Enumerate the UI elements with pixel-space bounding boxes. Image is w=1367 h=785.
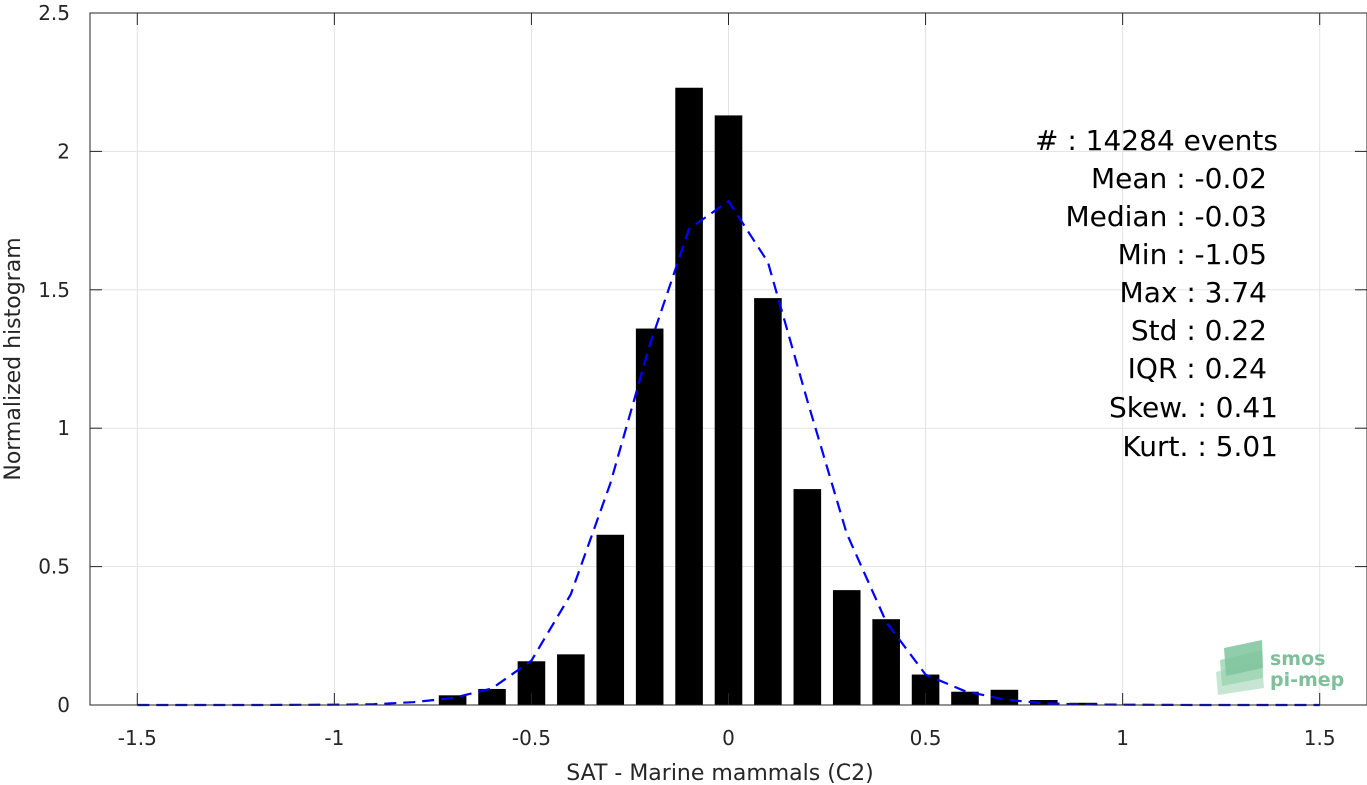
- stat-mean: Mean : -0.02: [1091, 162, 1267, 195]
- histogram-bar: [754, 298, 782, 705]
- histogram-bar: [635, 328, 664, 705]
- histogram-bar: [793, 489, 822, 705]
- stat-kurt: Kurt. : 5.01: [1122, 430, 1278, 463]
- y-tick-label: 2.5: [38, 1, 70, 25]
- histogram-bar: [1069, 702, 1098, 705]
- x-axis-label: SAT - Marine mammals (C2): [566, 761, 874, 785]
- histogram-bar: [872, 619, 900, 705]
- histogram-bar: [832, 590, 861, 705]
- y-tick-label: 1: [57, 416, 70, 440]
- histogram-bar: [675, 87, 703, 705]
- fit-curve: [137, 199, 1320, 707]
- x-tick-label: 1.5: [1304, 726, 1336, 750]
- x-tick-label: -0.5: [512, 726, 551, 750]
- histogram-bar: [557, 654, 585, 705]
- stat-iqr: IQR : 0.24: [1128, 352, 1267, 385]
- x-tick-label: 0.5: [910, 726, 942, 750]
- histogram-bar: [478, 688, 506, 705]
- stat-median: Median : -0.03: [1065, 200, 1267, 233]
- bars: [399, 87, 1137, 705]
- y-tick-label: 0.5: [38, 555, 70, 579]
- histogram-bar: [438, 695, 467, 705]
- histogram-bar: [714, 115, 743, 705]
- histogram-bar: [1030, 700, 1058, 705]
- smos-pi-mep-logo: smos pi-mep: [1216, 640, 1344, 695]
- stat-events: # : 14284 events: [1035, 124, 1278, 157]
- normal-fit-curve: [137, 199, 1320, 707]
- stat-skew: Skew. : 0.41: [1109, 391, 1278, 424]
- logo-text-smos: smos: [1270, 648, 1325, 670]
- y-axis-label: Normalized histogram: [1, 237, 26, 480]
- y-tick-labels: 0 0.5 1 1.5 2 2.5: [38, 1, 70, 717]
- y-tick-label: 0: [57, 693, 70, 717]
- axis-ticks: [90, 12, 1367, 706]
- histogram-bar: [951, 691, 979, 705]
- x-tick-label: -1: [324, 726, 344, 750]
- x-tick-label: -1.5: [118, 726, 157, 750]
- stat-std: Std : 0.22: [1131, 314, 1267, 347]
- stat-max: Max : 3.74: [1120, 276, 1267, 309]
- logo-emblem-icon: [1216, 640, 1264, 695]
- y-tick-label: 2: [57, 139, 70, 163]
- x-tick-label: 1: [1116, 726, 1129, 750]
- x-tick-labels: -1.5 -1 -0.5 0 0.5 1 1.5: [118, 726, 1336, 750]
- x-tick-label: 0: [722, 726, 735, 750]
- y-tick-label: 1.5: [38, 278, 70, 302]
- stat-min: Min : -1.05: [1118, 238, 1267, 271]
- statistics-box: # : 14284 events Mean : -0.02 Median : -…: [1035, 124, 1278, 463]
- logo-text-pimep: pi-mep: [1270, 669, 1344, 691]
- histogram-bar: [596, 534, 625, 705]
